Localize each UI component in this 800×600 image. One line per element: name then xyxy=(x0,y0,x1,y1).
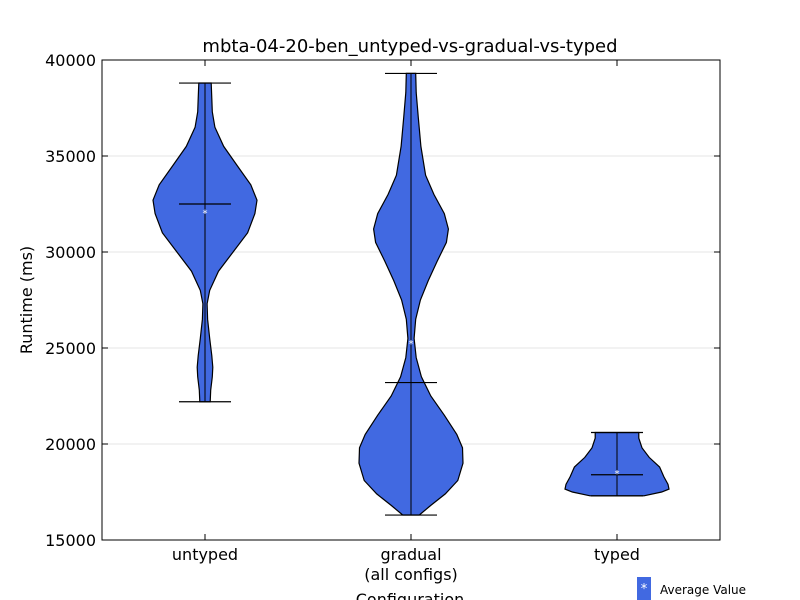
legend-symbol: * xyxy=(641,582,648,597)
violin-group: * * * xyxy=(152,72,670,516)
y-tick-label: 35000 xyxy=(45,147,96,166)
y-tick-label: 25000 xyxy=(45,339,96,358)
y-tick-label: 30000 xyxy=(45,243,96,262)
x-tick-label: untyped xyxy=(172,545,238,564)
x-axis-label: Configuration xyxy=(356,590,465,600)
x-axis-ticks: untyped gradual(all configs) typed xyxy=(172,60,640,584)
violin-mean-marker: * xyxy=(409,339,414,350)
legend: * Average Value xyxy=(637,577,746,600)
y-tick-label: 40000 xyxy=(45,51,96,70)
x-tick-label: typed xyxy=(594,545,640,564)
y-tick-label: 15000 xyxy=(45,531,96,550)
y-axis-label: Runtime (ms) xyxy=(17,246,36,354)
x-tick-label: gradual xyxy=(380,545,441,564)
y-axis-ticks: 15000 20000 25000 30000 35000 40000 xyxy=(45,51,720,550)
x-tick-label: (all configs) xyxy=(364,565,458,584)
violin-mean-marker: * xyxy=(615,469,620,480)
y-tick-label: 20000 xyxy=(45,435,96,454)
legend-swatch xyxy=(637,577,651,600)
chart-title: mbta-04-20-ben_untyped-vs-gradual-vs-typ… xyxy=(202,36,617,57)
violin-mean-marker: * xyxy=(203,209,208,220)
legend-label: Average Value xyxy=(660,583,746,597)
